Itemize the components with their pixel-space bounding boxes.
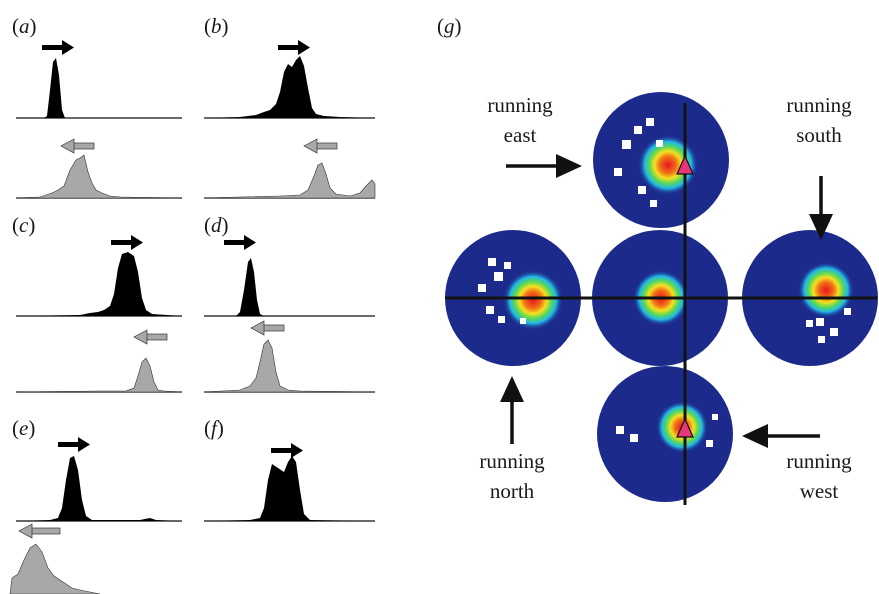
panel-label-g: (g) xyxy=(437,14,462,39)
panel-label-d: (d) xyxy=(204,213,229,238)
panel-c-traces xyxy=(15,235,183,393)
panel-e-return-trace xyxy=(9,543,101,594)
direction-arrows xyxy=(500,154,833,448)
panel-b-outbound-trace xyxy=(204,56,375,118)
panel-b-left-arrow xyxy=(303,138,338,154)
paren-close: ) xyxy=(221,14,229,38)
panel-a-traces xyxy=(15,40,183,199)
panel-e-traces xyxy=(9,437,182,594)
paren-close: ) xyxy=(29,14,37,38)
marker-bottom xyxy=(676,417,694,438)
paren-open: ( xyxy=(12,14,19,38)
panel-d-right-arrow xyxy=(224,235,256,250)
panel-label-c: (c) xyxy=(12,213,35,238)
panel-g-maps xyxy=(445,92,878,505)
panel-label-a: (a) xyxy=(12,14,37,39)
annotation-line: west xyxy=(799,479,839,503)
panel-letter: b xyxy=(211,14,222,38)
arrow-north xyxy=(500,376,524,444)
panel-f-traces xyxy=(204,443,375,522)
panel-d-left-arrow xyxy=(250,320,285,336)
panel-a-outbound-trace xyxy=(44,58,65,118)
panel-label-b: (b) xyxy=(204,14,229,39)
panel-f-right-arrow xyxy=(271,443,303,458)
panel-e-outbound-trace xyxy=(16,456,182,521)
panel-c-outbound-trace xyxy=(16,252,182,316)
annotation-line: east xyxy=(503,123,537,147)
panel-letter: e xyxy=(19,416,29,440)
panel-d-outbound-trace xyxy=(236,258,264,316)
panel-letter: g xyxy=(444,14,455,38)
panel-a-right-arrow xyxy=(42,40,74,55)
panel-letter: c xyxy=(19,213,29,237)
panel-letter: d xyxy=(211,213,222,237)
paren-close: ) xyxy=(454,14,462,38)
annotation-line: running xyxy=(786,93,852,117)
paren-close: ) xyxy=(28,416,36,440)
map-bottom xyxy=(597,366,733,502)
panel-c-left-arrow xyxy=(133,329,168,345)
panel-e-right-arrow xyxy=(58,437,90,452)
panel-c-right-arrow xyxy=(111,235,143,250)
annotation-line: south xyxy=(796,123,842,147)
annotation-line: running xyxy=(487,93,553,117)
paren-open: ( xyxy=(437,14,444,38)
paren-open: ( xyxy=(204,416,211,440)
arrow-west xyxy=(742,424,820,448)
annotation-line: running xyxy=(786,449,852,473)
paren-close: ) xyxy=(221,213,229,237)
panel-a-left-arrow xyxy=(60,138,95,154)
annotation-running-west: running west xyxy=(764,446,874,506)
panel-d-traces xyxy=(203,235,376,393)
map-top xyxy=(593,92,729,228)
paren-close: ) xyxy=(216,416,224,440)
arrow-east xyxy=(506,154,582,178)
annotation-running-north: running north xyxy=(457,446,567,506)
paren-open: ( xyxy=(12,416,19,440)
paren-open: ( xyxy=(12,213,19,237)
panel-f-outbound-trace xyxy=(204,456,375,521)
panel-d-return-trace xyxy=(203,339,376,393)
panel-letter: a xyxy=(19,14,30,38)
panel-b-right-arrow xyxy=(278,40,310,55)
paren-close: ) xyxy=(28,213,36,237)
panel-label-e: (e) xyxy=(12,416,35,441)
annotation-running-south: running south xyxy=(764,90,874,150)
panel-label-f: (f) xyxy=(204,416,224,441)
panel-b-traces xyxy=(203,40,376,199)
annotation-running-east: running east xyxy=(465,90,575,150)
annotation-line: north xyxy=(489,479,535,503)
panel-b-return-trace xyxy=(203,162,376,199)
panel-e-left-arrow xyxy=(18,523,61,539)
panel-a-return-trace xyxy=(15,154,183,199)
panel-letter: f xyxy=(211,416,217,440)
paren-open: ( xyxy=(204,213,211,237)
annotation-line: running xyxy=(479,449,545,473)
arrow-south xyxy=(809,176,833,240)
marker-top xyxy=(676,154,694,175)
paren-open: ( xyxy=(204,14,211,38)
panel-c-return-trace xyxy=(15,357,183,393)
